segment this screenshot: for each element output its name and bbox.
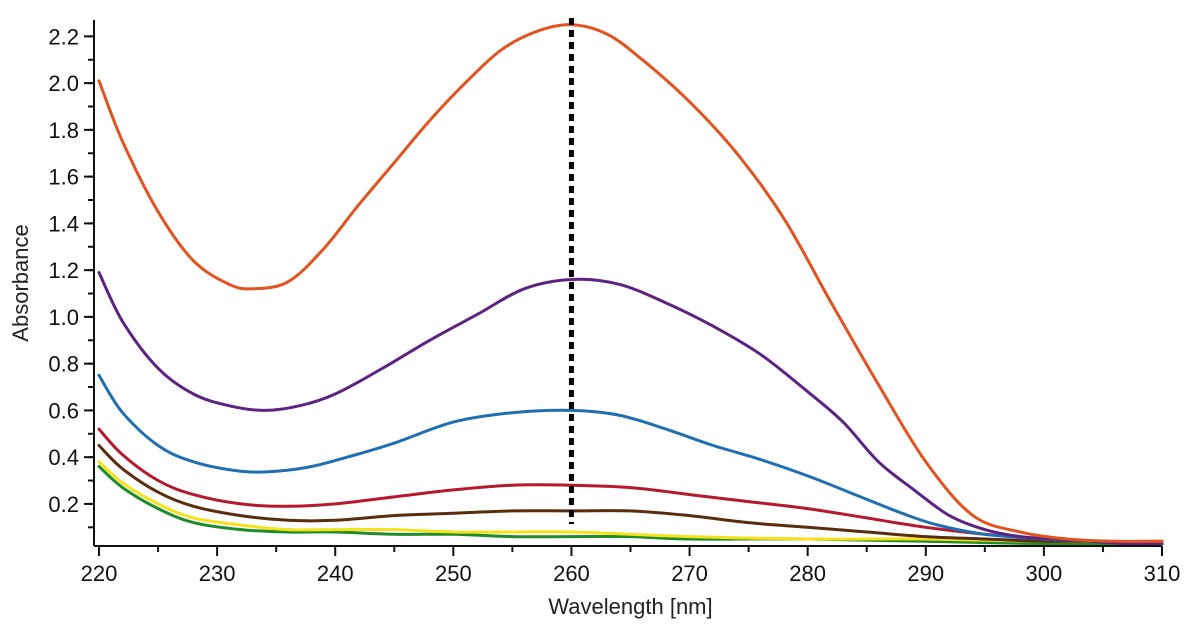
- x-tick-label: 270: [671, 561, 708, 586]
- x-axis-title: Wavelength [nm]: [548, 594, 712, 619]
- x-axis-ticks: 220 230 240 250 260 270 280 290 300 310: [81, 546, 1181, 586]
- series-line-2: [97, 271, 1164, 546]
- y-axis-ticks: 0.2 0.4 0.6 0.8 1.0 1.2 1.4 1.6 1.8 2.0 2.2: [48, 24, 94, 529]
- y-tick-label: 0.6: [48, 398, 79, 423]
- y-tick-label: 2.0: [48, 71, 79, 96]
- series-line-7: [97, 465, 1164, 546]
- x-tick-label: 310: [1144, 561, 1181, 586]
- y-tick-label: 0.8: [48, 352, 79, 377]
- y-tick-label: 1.0: [48, 305, 79, 330]
- y-tick-label: 0.2: [48, 492, 79, 517]
- y-tick-label: 2.2: [48, 24, 79, 49]
- y-tick-label: 1.2: [48, 258, 79, 283]
- y-tick-label: 1.4: [48, 211, 79, 236]
- x-tick-label: 240: [317, 561, 354, 586]
- y-tick-label: 0.4: [48, 445, 79, 470]
- y-tick-label: 1.8: [48, 118, 79, 143]
- x-tick-label: 250: [435, 561, 472, 586]
- x-tick-label: 230: [199, 561, 236, 586]
- series-line-3: [97, 373, 1164, 546]
- series-line-1: [97, 23, 1164, 543]
- series-line-4: [97, 427, 1164, 543]
- series-layer: [97, 23, 1164, 546]
- x-tick-label: 280: [789, 561, 826, 586]
- y-tick-label: 1.6: [48, 165, 79, 190]
- y-axis-title: Absorbance: [8, 224, 33, 341]
- x-tick-label: 220: [81, 561, 118, 586]
- x-tick-label: 260: [553, 561, 590, 586]
- series-line-6: [97, 460, 1164, 543]
- x-tick-label: 290: [907, 561, 944, 586]
- x-tick-label: 300: [1026, 561, 1063, 586]
